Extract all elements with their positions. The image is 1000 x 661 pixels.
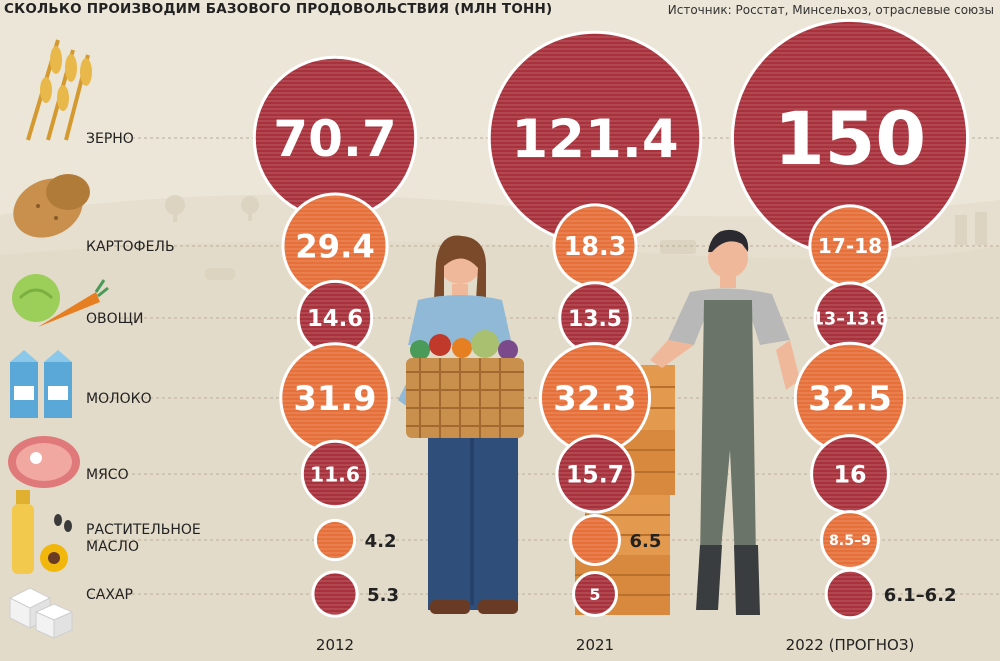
year-label: 2022 (ПРОГНОЗ) <box>786 636 915 654</box>
data-label: 150 <box>774 97 926 182</box>
data-label: 32.5 <box>808 380 892 419</box>
data-label: 13–13.6 <box>812 309 888 329</box>
category-label: САХАР <box>86 587 133 603</box>
sugar-icon <box>8 587 74 639</box>
woman-farmer-illustration <box>398 235 524 614</box>
bubble-texture <box>572 517 618 563</box>
data-label: 31.9 <box>294 379 377 418</box>
category-label: МЯСО <box>86 467 129 483</box>
bubble-texture <box>255 58 415 218</box>
bubble-texture <box>796 344 904 452</box>
bubble-texture <box>813 437 887 511</box>
source-note: Источник: Росстат, Минсельхоз, отраслевы… <box>667 3 994 17</box>
data-label: 11.6 <box>310 462 360 486</box>
data-label: 6.1–6.2 <box>884 585 957 606</box>
meat-icon <box>8 436 80 488</box>
bubble-texture <box>490 33 700 243</box>
category-labels: ЗЕРНО КАРТОФЕЛЬ ОВОЩИ МОЛОКО МЯСО РАСТИТЕЛЬНО… <box>86 131 201 603</box>
bubble-texture <box>299 282 371 354</box>
man-farmer-illustration <box>650 229 800 615</box>
data-label: 6.5 <box>629 531 661 552</box>
data-label: 5 <box>589 585 600 604</box>
bubbles-layer: 70.7 121.4 150 29.4 18.3 17-18 14.6 13.5 13–13.6… <box>252 18 970 620</box>
bubble-texture <box>316 521 354 559</box>
data-label: 8.5–9 <box>829 533 871 549</box>
data-label: 5.3 <box>367 585 399 606</box>
bubble-texture <box>816 284 884 352</box>
category-label: ЗЕРНО <box>86 131 134 147</box>
data-label: 18.3 <box>564 232 627 262</box>
bubble-texture <box>555 206 635 286</box>
year-label: 2021 <box>576 636 614 654</box>
sunflower-oil-icon <box>12 490 72 574</box>
bubble-texture <box>575 574 615 614</box>
data-label: 70.7 <box>273 110 396 168</box>
bubble-texture <box>303 442 367 506</box>
data-label: 121.4 <box>511 109 678 170</box>
category-label: МОЛОКО <box>86 391 152 407</box>
category-label: РАСТИТЕЛЬНОЕ МАСЛО <box>86 522 201 555</box>
category-label: ОВОЩИ <box>86 311 143 327</box>
bubble-texture <box>284 195 386 297</box>
bubble-texture <box>827 571 873 617</box>
year-label: 2012 <box>316 636 354 654</box>
year-labels: 2012 2021 2022 (ПРОГНОЗ) <box>316 636 914 654</box>
data-label: 15.7 <box>566 460 624 488</box>
data-label: 13.5 <box>568 307 622 332</box>
data-label: 16 <box>833 461 866 489</box>
potato-icon <box>13 174 90 238</box>
bubble-texture <box>733 21 967 255</box>
category-icons <box>8 39 109 639</box>
wheat-icon <box>26 39 92 141</box>
bubble-texture <box>541 344 649 452</box>
vegetables-icon <box>12 274 109 327</box>
data-label: 17-18 <box>818 234 882 258</box>
category-label: КАРТОФЕЛЬ <box>86 239 175 255</box>
data-label: 14.6 <box>307 306 363 332</box>
bubble-texture <box>558 437 632 511</box>
data-label: 29.4 <box>295 228 375 266</box>
bubble-texture <box>823 513 877 567</box>
chart-title: СКОЛЬКО ПРОИЗВОДИМ БАЗОВОГО ПРОДОВОЛЬСТВ… <box>4 1 553 17</box>
bubble-texture <box>314 573 356 615</box>
data-label: 32.3 <box>553 379 636 418</box>
data-label: 4.2 <box>365 531 397 552</box>
bubble-texture <box>282 345 388 451</box>
milk-icon <box>10 350 72 418</box>
bubble-texture <box>561 284 629 352</box>
bubble-texture <box>811 207 889 285</box>
